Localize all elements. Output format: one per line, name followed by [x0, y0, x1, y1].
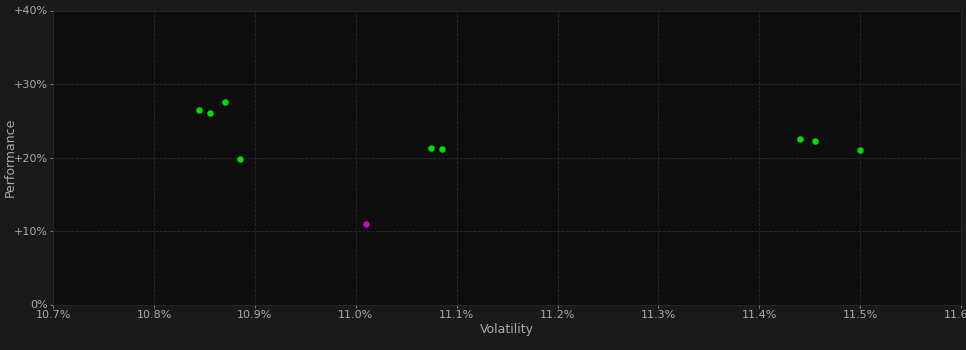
Point: [424, 145, 440, 151]
Point: [358, 221, 374, 226]
X-axis label: Volatility: Volatility: [480, 323, 534, 336]
Point: [434, 147, 449, 152]
Y-axis label: Performance: Performance: [4, 118, 17, 197]
Point: [853, 147, 868, 153]
Point: [217, 99, 233, 105]
Point: [232, 156, 247, 162]
Point: [202, 111, 217, 116]
Point: [808, 139, 823, 144]
Point: [792, 136, 808, 142]
Point: [191, 107, 207, 113]
